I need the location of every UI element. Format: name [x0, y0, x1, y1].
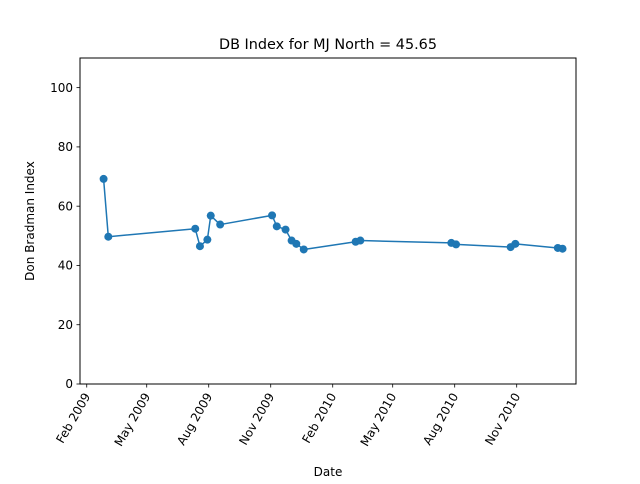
data-point [203, 236, 211, 244]
data-point [191, 225, 199, 233]
y-tick-label: 0 [65, 377, 73, 391]
y-tick-label: 80 [58, 140, 73, 154]
y-axis-label: Don Bradman Index [23, 161, 37, 281]
x-axis-label: Date [314, 465, 343, 479]
data-point [196, 242, 204, 250]
data-point [104, 233, 112, 241]
data-point [282, 226, 290, 234]
data-point [300, 245, 308, 253]
data-point [273, 222, 281, 230]
data-point [356, 237, 364, 245]
data-point [292, 240, 300, 248]
chart-title: DB Index for MJ North = 45.65 [219, 37, 437, 53]
data-point [100, 175, 108, 183]
y-tick-label: 100 [50, 81, 73, 95]
data-point [207, 212, 215, 220]
data-point [268, 211, 276, 219]
y-tick-label: 60 [58, 199, 73, 213]
data-point [511, 240, 519, 248]
y-tick-label: 40 [58, 259, 73, 273]
y-tick-label: 20 [58, 318, 73, 332]
data-point [216, 221, 224, 229]
data-point [452, 240, 460, 248]
data-point [559, 245, 567, 253]
